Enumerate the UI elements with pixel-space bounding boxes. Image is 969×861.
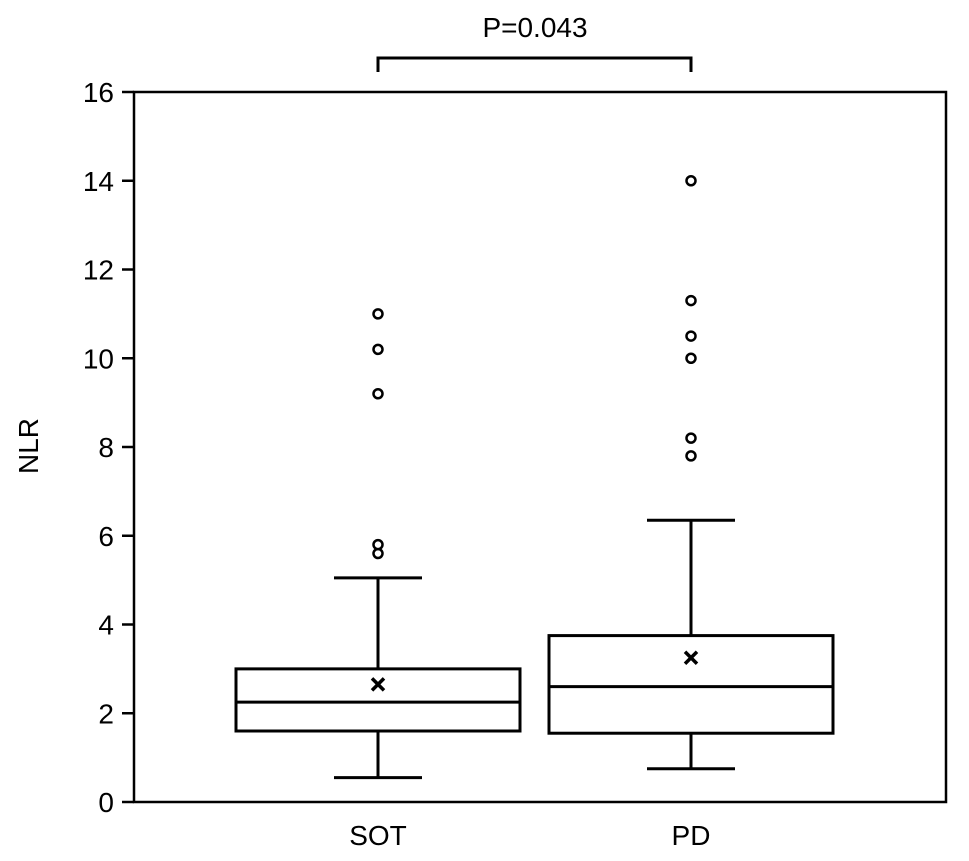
- outlier-point: [372, 343, 384, 356]
- outlier-point: [685, 294, 697, 307]
- y-tick-label: 14: [83, 166, 114, 197]
- outlier-point: [685, 175, 697, 187]
- y-axis-label: NLR: [13, 418, 44, 474]
- x-tick-label-sot: SOT: [349, 820, 407, 851]
- y-tick-label: 4: [98, 610, 114, 641]
- significance-label: P=0.043: [482, 12, 587, 43]
- y-tick-label: 0: [98, 787, 114, 818]
- y-tick-label: 12: [83, 255, 114, 286]
- box-group-pd: [547, 175, 835, 771]
- outlier-point: [685, 352, 697, 364]
- y-tick-label: 2: [98, 698, 114, 729]
- x-tick-label-pd: PD: [672, 820, 711, 851]
- outlier-point: [372, 308, 384, 320]
- mean-marker: [683, 650, 699, 666]
- marks-group: [234, 56, 835, 780]
- axes-group: 0 2 4 6 8 10 12 14 16 SOT PD: [83, 77, 948, 851]
- box-group-sot: [234, 308, 522, 780]
- box-iqr: [547, 634, 835, 735]
- outlier-point: [372, 388, 384, 400]
- outlier-point: [372, 538, 384, 551]
- mean-marker: [370, 677, 386, 692]
- y-tick-label: 10: [83, 343, 114, 374]
- y-tick-label: 6: [98, 521, 114, 552]
- outlier-point: [685, 432, 697, 444]
- outlier-point: [685, 330, 697, 342]
- y-tick-label: 16: [83, 77, 114, 108]
- box-iqr: [234, 667, 522, 733]
- y-tick-label: 8: [98, 432, 114, 463]
- significance-bracket: [376, 56, 693, 72]
- outlier-point: [685, 450, 697, 462]
